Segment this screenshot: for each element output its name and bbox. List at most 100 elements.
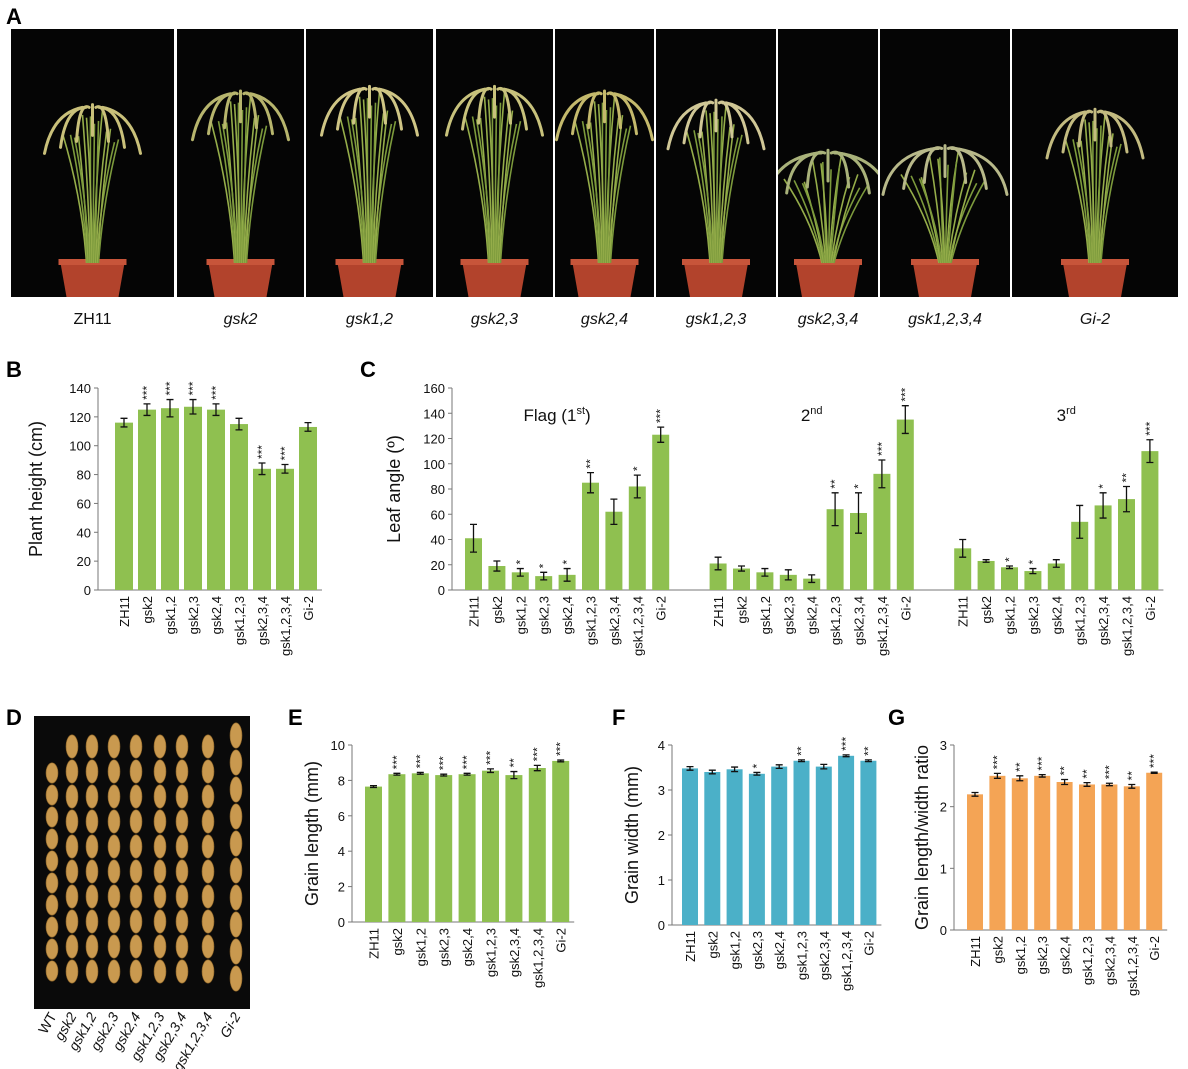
error-bar: [753, 771, 761, 776]
grain-column-gsk2: [65, 734, 79, 984]
bar-gsk2-3: [435, 775, 453, 922]
bar-gsk1-2: [756, 572, 774, 590]
plant-illustration: [1045, 107, 1145, 297]
error-bar: [1006, 565, 1013, 570]
category-label: gsk2,4: [805, 596, 820, 634]
y-tick-label: 4: [658, 738, 665, 753]
error-bar: [1123, 485, 1130, 513]
y-tick-label: 100: [423, 457, 445, 472]
plant-label-gsk2-3: gsk2,3: [470, 311, 519, 328]
error-bar: [798, 759, 805, 763]
category-label: gsk2,3,4: [255, 596, 270, 645]
y-tick-label: 8: [338, 773, 345, 788]
error-bar: [775, 764, 783, 770]
category-label: gsk1,2,3: [484, 928, 499, 977]
significance-label: ***: [530, 747, 544, 761]
error-bar: [993, 772, 1001, 779]
bar-gi-2: [860, 760, 877, 925]
category-label: Gi-2: [861, 931, 876, 956]
y-tick-label: 120: [69, 410, 91, 425]
category-label: gsk1,2,3: [1080, 936, 1095, 985]
y-tick-label: 80: [431, 482, 445, 497]
error-bar: [281, 463, 289, 474]
category-label: gsk1,2: [413, 928, 428, 966]
category-label: gsk1,2,3: [795, 931, 810, 980]
significance-label: **: [828, 479, 842, 489]
bar-zh11: [709, 563, 727, 590]
category-label: gsk2,3,4: [1096, 596, 1111, 645]
significance-label: ***: [278, 446, 292, 460]
bar-gsk1-2-3-4: [873, 473, 891, 590]
significance-label: *: [1003, 557, 1017, 562]
y-tick-label: 0: [940, 923, 947, 938]
bar-gsk2-3: [1024, 571, 1042, 590]
y-tick-label: 40: [77, 525, 91, 540]
y-tick-label: 140: [69, 381, 91, 396]
significance-label: ***: [990, 755, 1004, 769]
group-title: 2nd: [801, 405, 823, 425]
plant-label-zh11: ZH11: [73, 311, 112, 328]
error-bar: [189, 398, 197, 415]
category-label: gsk1,2: [758, 596, 773, 634]
error-bar: [1083, 781, 1091, 787]
category-label: gsk2: [140, 596, 155, 623]
group-title: 3rd: [1057, 405, 1076, 425]
bar-gsk2: [488, 566, 506, 590]
category-label: gsk1,2,3,4: [630, 596, 645, 656]
panel-letter-e: E: [288, 705, 303, 730]
significance-label: ***: [413, 754, 427, 768]
category-label: gsk2,4: [1058, 936, 1073, 974]
significance-label: **: [1125, 771, 1139, 781]
plant-label-gsk1-2: gsk1,2: [345, 311, 394, 328]
error-bar: [1016, 775, 1024, 782]
error-bar: [587, 471, 594, 494]
bar-gsk2-3-4: [1101, 784, 1118, 930]
error-bar: [533, 764, 541, 772]
plant-illustration: [191, 89, 290, 297]
significance-label: ***: [875, 442, 889, 456]
panel-letter-f: F: [612, 705, 626, 730]
significance-label: ***: [1143, 421, 1157, 435]
category-label: ZH11: [968, 936, 983, 967]
significance-label: ***: [163, 381, 177, 395]
grain-label-gi-2: Gi-2: [217, 1009, 244, 1040]
significance-label: **: [507, 758, 521, 768]
y-tick-label: 10: [331, 738, 345, 753]
bar-gsk1-2: [1011, 778, 1028, 930]
plant-photo-gsk1-2: [306, 29, 433, 297]
bar-gsk1-2-3-4: [628, 486, 646, 590]
category-label: gsk1,2,3,4: [1125, 936, 1140, 996]
error-bar: [708, 769, 716, 775]
error-bar: [820, 763, 828, 770]
bar-gsk2-3-4: [605, 511, 623, 590]
y-tick-label: 3: [658, 783, 665, 798]
category-label: gsk2,3: [781, 596, 796, 634]
chart-grain-ratio: 0 1 2 3 Grain length/width ratio ZH11 *** gsk2 *…: [912, 738, 1168, 996]
significance-label: ***: [186, 381, 200, 395]
error-bar: [463, 772, 471, 776]
significance-label: **: [861, 746, 875, 756]
y-tick-label: 6: [338, 809, 345, 824]
bar-zh11: [682, 768, 698, 925]
category-label: Gi-2: [1147, 936, 1162, 961]
category-label: Gi-2: [654, 596, 669, 621]
error-bar: [761, 567, 769, 577]
error-bar: [563, 567, 571, 582]
y-tick-label: 120: [423, 432, 445, 447]
category-label: gsk2,3,4: [817, 931, 832, 980]
y-axis-label: Plant height (cm): [26, 421, 46, 557]
error-bar: [982, 559, 990, 563]
category-label: gsk2,4: [209, 596, 224, 634]
significance-label: *: [1096, 484, 1110, 489]
error-bar: [166, 398, 174, 418]
significance-label: *: [630, 466, 644, 471]
significance-label: *: [513, 560, 527, 565]
y-tick-label: 2: [658, 828, 665, 843]
bar-gsk1-2-3: [826, 509, 844, 590]
bar-gsk2-3-4: [253, 468, 271, 590]
category-label: gsk2,3: [537, 596, 552, 634]
error-bar: [731, 766, 739, 773]
significance-label: ***: [460, 755, 474, 769]
plant-photo-gsk1-2-3: [656, 29, 776, 297]
category-label: gsk2,3: [750, 931, 765, 969]
